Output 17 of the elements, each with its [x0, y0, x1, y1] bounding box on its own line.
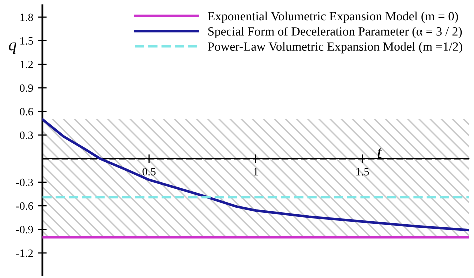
y-tick-label: 1.8 [20, 14, 34, 22]
y-tick-label: 0.6 [20, 108, 34, 116]
y-tick-label: -1.2 [16, 250, 34, 258]
y-tick-label: 1.2 [20, 61, 34, 69]
legend-label: Exponential Volumetric Expansion Model (m = 0) [208, 12, 458, 24]
x-tick-label: 1.5 [356, 168, 370, 176]
x-tick-label: 0.5 [142, 168, 156, 176]
legend-label: Special Form of Deceleration Parameter (α = 3 / 2) [208, 26, 462, 38]
legend-label: Power-Law Volumetric Expansion Model (m =1/2) [208, 42, 462, 54]
y-tick-label: 0.9 [20, 84, 34, 92]
y-tick-label: -0.9 [16, 226, 34, 234]
y-tick-label: 1.5 [20, 37, 34, 45]
y-axis-title: q [9, 42, 17, 54]
x-tick-label: 1 [254, 168, 258, 176]
y-tick-label: -0.6 [16, 202, 34, 210]
y-tick-label: 0.3 [20, 132, 34, 140]
y-tick-label: -0.3 [16, 178, 34, 186]
